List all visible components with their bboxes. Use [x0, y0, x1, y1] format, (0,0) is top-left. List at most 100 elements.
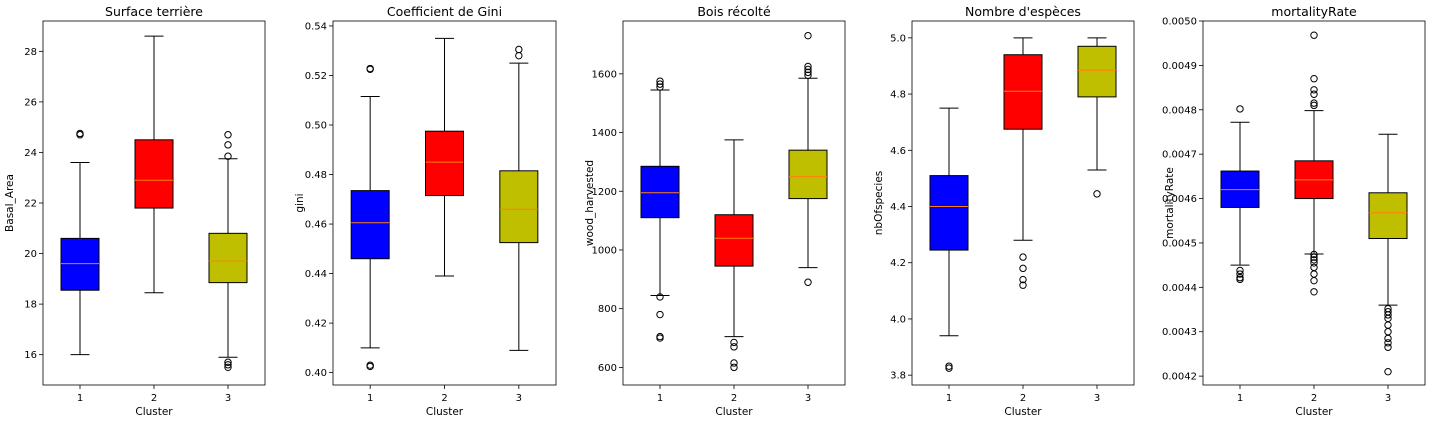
outlier-point — [804, 62, 812, 71]
x-tick-label: 1 — [77, 393, 83, 404]
outlier-point — [1384, 321, 1392, 329]
y-tick-label: 0.0045 — [1162, 238, 1197, 249]
outlier-point — [224, 141, 232, 149]
outlier-point — [1384, 339, 1392, 347]
x-axis-label: Cluster — [135, 406, 173, 418]
y-tick-label: 1600 — [592, 69, 617, 80]
y-tick-label: 1000 — [592, 245, 617, 256]
x-tick-label: 3 — [225, 393, 231, 404]
outlier-point — [1310, 31, 1318, 39]
y-tick-label: 0.52 — [305, 71, 327, 82]
x-tick-label: 2 — [151, 393, 157, 404]
x-tick-label: 1 — [946, 393, 952, 404]
x-axis-label: Cluster — [426, 406, 464, 418]
y-tick-label: 4.2 — [890, 258, 906, 269]
outlier-point — [1310, 86, 1318, 94]
outlier-point — [515, 45, 523, 54]
box-iqr — [788, 149, 828, 200]
box-cluster-2 — [134, 35, 174, 294]
outlier-point — [656, 332, 664, 341]
outlier-point — [224, 131, 232, 139]
outlier-point — [945, 362, 953, 370]
y-tick-label: 0.0046 — [1162, 194, 1197, 205]
box-cluster-1 — [929, 107, 969, 372]
box-iqr — [1368, 192, 1408, 240]
outlier-point — [1093, 190, 1101, 198]
outlier-point — [76, 129, 84, 138]
outlier-point — [945, 364, 953, 372]
axes-frame — [42, 20, 266, 386]
outlier-point — [1019, 253, 1027, 261]
box-iqr — [929, 175, 969, 251]
y-tick-label: 0.44 — [305, 269, 327, 280]
outlier-point — [1310, 99, 1318, 107]
axes-frame — [332, 20, 557, 386]
y-tick-label: 0.42 — [305, 319, 327, 330]
outlier-point — [656, 293, 664, 301]
x-tick-label: 3 — [805, 393, 811, 404]
box-iqr — [499, 170, 539, 244]
subplot-5: mortalityRate 0.0042 0.0043 0.0044 0.0045 0.0… — [1162, 4, 1426, 418]
outlier-point — [1384, 334, 1392, 343]
y-tick-label: 4.4 — [890, 202, 906, 213]
box-cluster-2 — [714, 139, 754, 372]
outlier-point — [730, 338, 738, 347]
outlier-point — [366, 64, 374, 73]
outlier-point — [1310, 250, 1318, 259]
y-tick-label: 5.0 — [890, 33, 906, 44]
outlier-point — [1310, 263, 1318, 272]
outlier-point — [804, 278, 812, 286]
y-axis-label: wood_harvested — [584, 160, 596, 246]
outlier-point — [656, 310, 664, 319]
outlier-point — [804, 71, 812, 80]
subplot-3: Bois récolté 600 800 1000 1200 1400 1600 1 2 3 Clu… — [584, 4, 846, 418]
x-tick-label: 2 — [441, 393, 447, 404]
box-cluster-3 — [788, 31, 828, 286]
x-axis-label: Cluster — [1295, 406, 1333, 418]
box-iqr — [1003, 54, 1043, 130]
box-cluster-2 — [1003, 37, 1043, 289]
outlier-point — [656, 80, 664, 88]
x-tick-label: 2 — [1311, 393, 1317, 404]
outlier-point — [515, 51, 523, 60]
y-axis-label: nbOfspecies — [873, 171, 885, 236]
box-iqr — [208, 232, 248, 284]
outlier-point — [1236, 270, 1244, 278]
outlier-point — [224, 363, 232, 372]
y-tick-label: 24 — [24, 148, 37, 159]
outlier-point — [1384, 304, 1392, 313]
outlier-point — [730, 343, 738, 351]
box-cluster-1 — [640, 77, 680, 342]
box-cluster-2 — [425, 37, 464, 277]
y-tick-label: 4.6 — [890, 146, 906, 157]
y-tick-label: 20 — [24, 249, 37, 260]
x-tick-label: 1 — [657, 393, 663, 404]
box-iqr — [425, 130, 464, 197]
y-tick-label: 0.48 — [305, 170, 327, 181]
x-tick-label: 1 — [367, 393, 373, 404]
box-iqr — [640, 165, 680, 219]
outlier-point — [1236, 266, 1244, 275]
y-tick-label: 26 — [24, 97, 37, 108]
axes-frame — [1202, 20, 1426, 386]
y-tick-label: 1200 — [592, 187, 617, 198]
outlier-point — [730, 359, 738, 367]
y-tick-label: 22 — [24, 199, 37, 210]
box-iqr — [714, 214, 754, 267]
box-cluster-2 — [1294, 31, 1334, 296]
outlier-point — [804, 68, 812, 77]
outlier-point — [1019, 281, 1027, 289]
x-tick-label: 2 — [731, 393, 737, 404]
outlier-point — [730, 363, 738, 372]
outlier-point — [1236, 273, 1244, 282]
outlier-point — [224, 152, 232, 160]
box-cluster-1 — [350, 64, 390, 371]
box-cluster-3 — [208, 131, 248, 372]
outlier-point — [1310, 75, 1318, 83]
y-tick-label: 16 — [24, 350, 37, 361]
outlier-point — [1384, 328, 1392, 336]
outlier-point — [1019, 275, 1027, 284]
y-tick-label: 4.8 — [890, 90, 906, 101]
x-tick-label: 3 — [1094, 393, 1100, 404]
box-iqr — [60, 237, 100, 291]
